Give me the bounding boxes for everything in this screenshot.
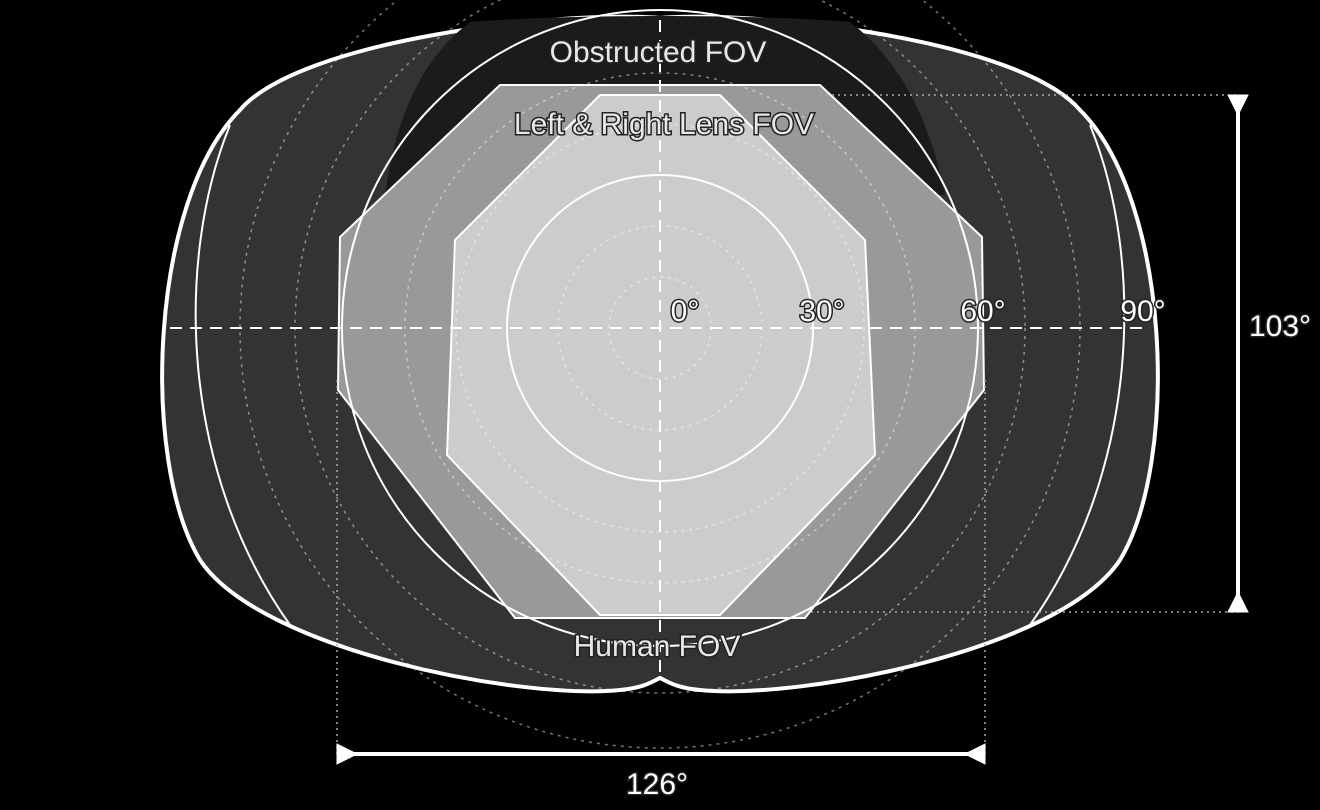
side-arc bbox=[194, 124, 291, 626]
lens-label: Left & Right Lens FOV bbox=[514, 108, 814, 141]
horizontal-dimension: 126° bbox=[626, 768, 688, 801]
angle-label: 30° bbox=[799, 295, 844, 328]
vertical-dimension: 103° bbox=[1249, 310, 1311, 343]
angle-label: 90° bbox=[1120, 295, 1165, 328]
human-label: Human FOV bbox=[574, 630, 741, 663]
angle-label: 0° bbox=[671, 295, 700, 328]
angle-label: 60° bbox=[960, 295, 1005, 328]
side-arc bbox=[1029, 124, 1126, 626]
lens-inner-area bbox=[445, 94, 877, 616]
dimension-lines bbox=[336, 94, 1249, 765]
obstructed-label: Obstructed FOV bbox=[550, 36, 767, 69]
dimension-guides bbox=[336, 94, 1240, 755]
